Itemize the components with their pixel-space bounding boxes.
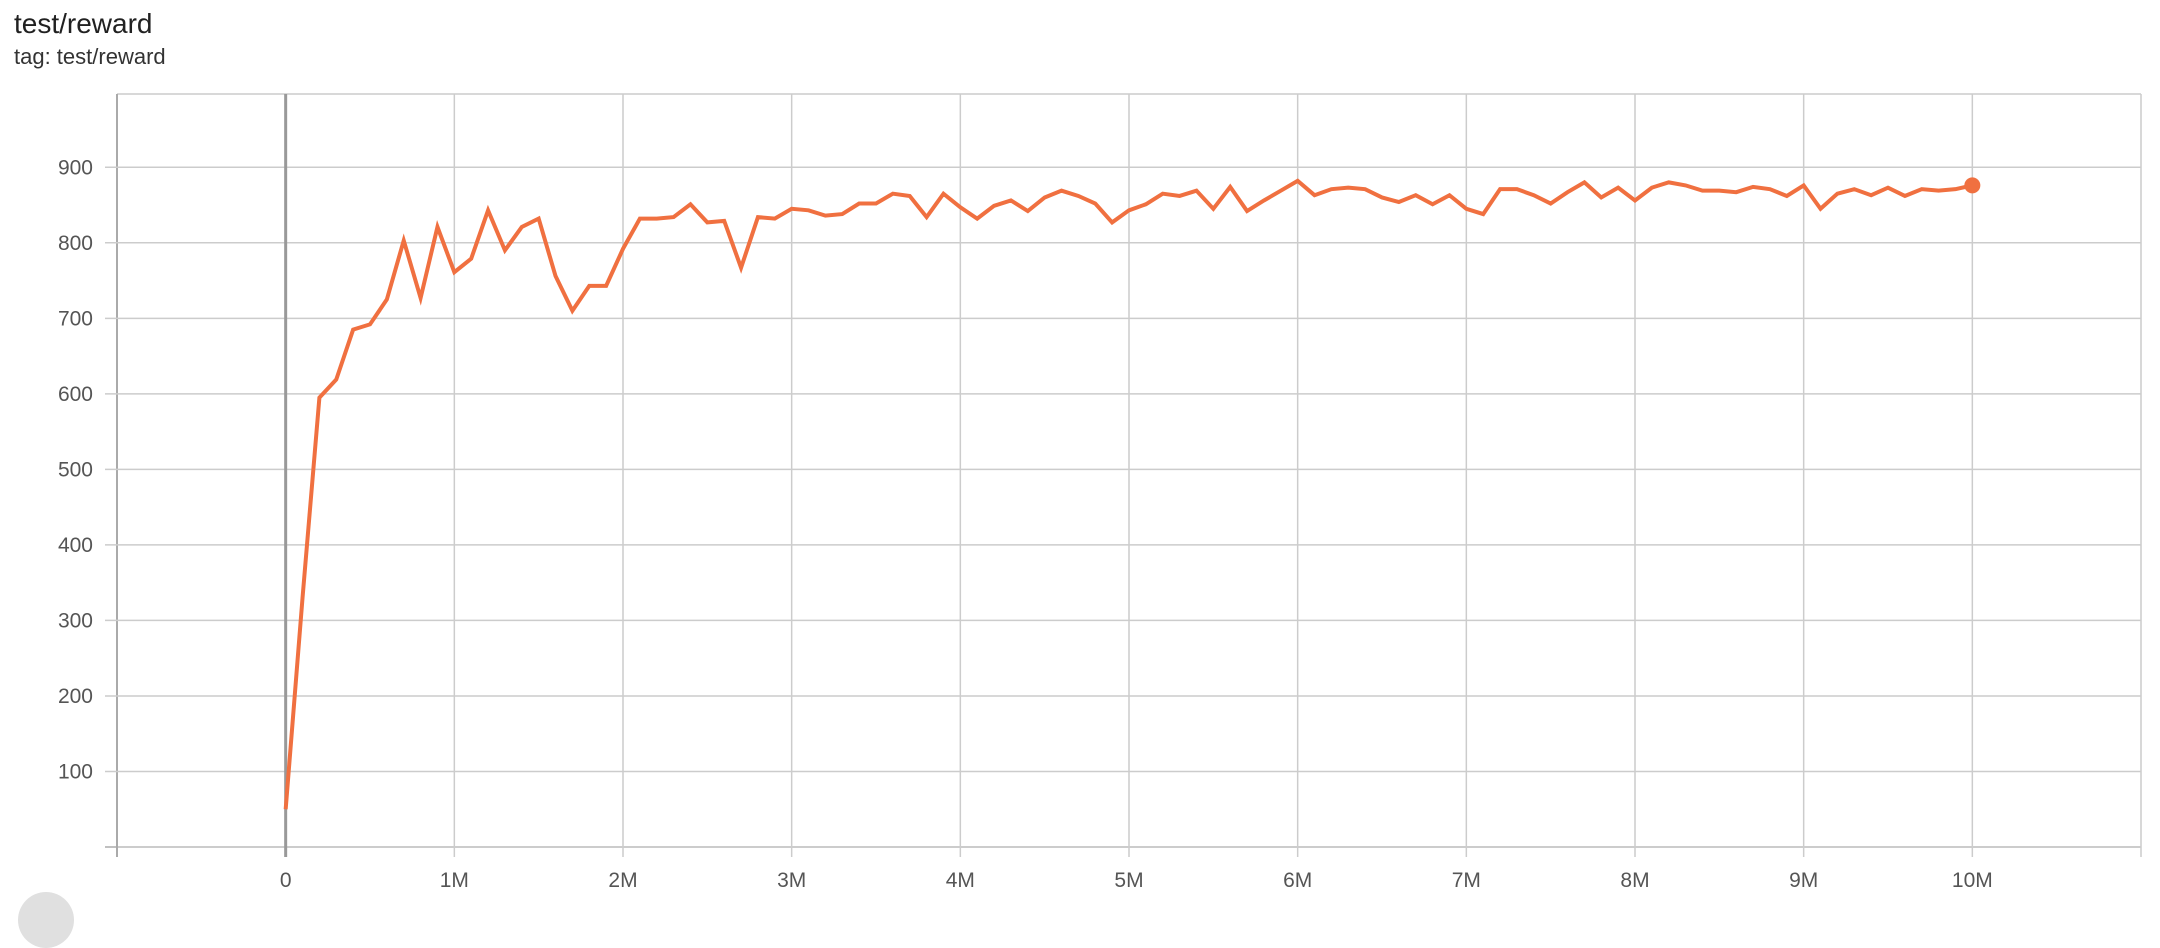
floating-button[interactable]	[18, 892, 74, 948]
reward-line	[283, 178, 1973, 810]
x-tick-label: 3M	[777, 869, 806, 892]
x-tick-label: 7M	[1452, 869, 1481, 892]
line-chart: 100 200 300 400 500 600 700 800 900 0 1M 2M 3M 4M 5M 6M…	[58, 93, 2142, 892]
y-tick-label: 100	[58, 760, 93, 783]
grid	[105, 93, 2142, 857]
x-tick-label: 4M	[946, 869, 975, 892]
x-tick-label: 1M	[440, 869, 469, 892]
y-tick-label: 800	[58, 232, 93, 255]
tick-labels: 100 200 300 400 500 600 700 800 900 0 1M 2M 3M 4M 5M 6M…	[58, 156, 1993, 892]
y-tick-label: 700	[58, 307, 93, 330]
y-tick-label: 500	[58, 458, 93, 481]
series	[283, 177, 1981, 810]
y-tick-label: 900	[58, 156, 93, 179]
y-tick-label: 300	[58, 609, 93, 632]
chart-tag: tag: test/reward	[14, 44, 166, 69]
x-tick-label: 10M	[1952, 869, 1993, 892]
x-tick-label: 8M	[1620, 869, 1649, 892]
last-point-marker	[1964, 177, 1981, 194]
chart-title: test/reward	[14, 8, 153, 39]
y-tick-label: 200	[58, 685, 93, 708]
y-tick-label: 600	[58, 383, 93, 406]
x-tick-label: 9M	[1789, 869, 1818, 892]
y-tick-label: 400	[58, 534, 93, 557]
x-tick-label: 0	[280, 869, 292, 892]
x-tick-label: 6M	[1283, 869, 1312, 892]
x-tick-label: 5M	[1114, 869, 1143, 892]
x-tick-label: 2M	[608, 869, 637, 892]
